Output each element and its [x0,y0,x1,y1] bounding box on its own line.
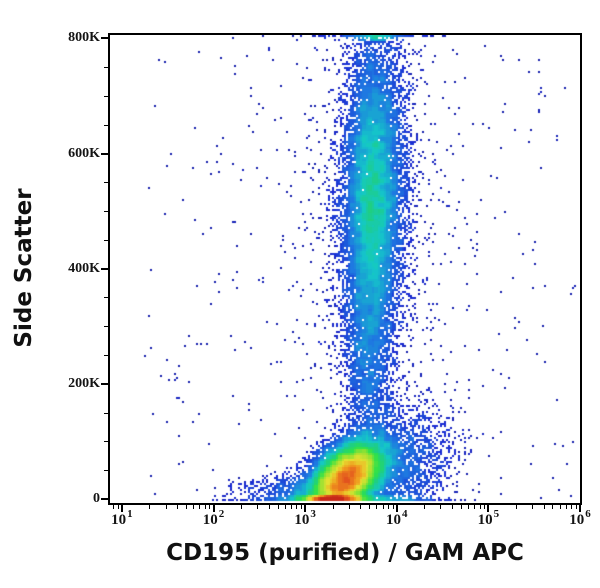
x-tick-exponent: 5 [493,508,500,520]
x-minor-tick [165,505,167,509]
y-major-tick [101,152,108,155]
y-tick-label: 200K [68,375,100,391]
x-minor-tick [348,505,350,509]
x-major-tick [487,505,490,512]
x-tick-exponent: 2 [218,508,225,520]
x-major-tick [304,505,307,512]
x-minor-tick [571,505,573,509]
x-minor-tick [387,505,389,509]
x-tick-base: 10 [111,512,127,528]
x-tick-label: 101 [111,508,133,529]
x-minor-tick [117,505,119,509]
x-minor-tick [113,505,115,509]
x-tick-base: 10 [477,512,493,528]
x-minor-tick [284,505,286,509]
x-minor-tick [296,505,298,509]
x-major-tick [395,505,398,512]
y-minor-tick [104,412,108,414]
y-tick-label: 400K [68,260,100,276]
x-minor-tick [332,505,334,509]
y-tick-label: 800K [68,30,100,46]
x-minor-tick [290,505,292,509]
y-minor-tick [104,96,108,98]
x-minor-tick [479,505,481,509]
x-minor-tick [376,505,378,509]
x-minor-tick [543,505,545,509]
x-minor-tick [424,505,426,509]
x-tick-exponent: 4 [402,508,408,520]
x-minor-tick [484,505,486,509]
x-tick-exponent: 6 [585,508,591,520]
x-tick-label: 106 [569,508,591,529]
x-minor-tick [204,505,206,509]
y-tick-label: 600K [68,145,100,161]
x-tick-label: 104 [386,508,408,529]
y-minor-tick [104,67,108,69]
x-minor-tick [575,505,577,509]
x-tick-base: 10 [569,512,585,528]
x-minor-tick [468,505,470,509]
x-minor-tick [392,505,394,509]
x-tick-base: 10 [386,512,401,528]
y-minor-tick [104,441,108,443]
x-minor-tick [552,505,554,509]
x-minor-tick [199,505,201,509]
y-minor-tick [104,326,108,328]
x-major-tick [120,505,123,512]
x-tick-label: 105 [477,508,500,529]
x-tick-exponent: 1 [127,508,133,520]
y-major-tick [101,382,108,385]
x-minor-tick [515,505,517,509]
x-tick-label: 103 [294,508,316,529]
x-minor-tick [209,505,211,509]
x-axis-label: CD195 (purified) / GAM APC [166,540,524,566]
x-minor-tick [300,505,302,509]
y-minor-tick [104,297,108,299]
x-tick-base: 10 [294,512,310,528]
y-major-tick [101,497,108,500]
x-major-tick [212,505,215,512]
x-minor-tick [559,505,561,509]
x-tick-label: 102 [202,508,225,529]
x-major-tick [579,505,581,512]
x-minor-tick [241,505,243,509]
x-minor-tick [177,505,179,509]
x-minor-tick [268,505,270,509]
y-tick-label: 0 [93,490,100,506]
y-minor-tick [104,124,108,126]
x-minor-tick [369,505,371,509]
y-minor-tick [104,211,108,213]
x-tick-base: 10 [202,512,218,528]
x-minor-tick [149,505,151,509]
x-minor-tick [382,505,384,509]
x-minor-tick [451,505,453,509]
x-minor-tick [185,505,187,509]
x-minor-tick [257,505,259,509]
y-major-tick [101,37,108,40]
x-tick-exponent: 3 [310,508,316,520]
x-minor-tick [193,505,195,509]
y-minor-tick [104,355,108,357]
y-minor-tick [104,470,108,472]
y-minor-tick [104,182,108,184]
flow-cytometry-plot [110,35,580,503]
y-major-tick [101,267,108,270]
x-minor-tick [440,505,442,509]
x-minor-tick [360,505,362,509]
y-minor-tick [104,239,108,241]
x-minor-tick [565,505,567,509]
x-minor-tick [277,505,279,509]
x-minor-tick [474,505,476,509]
x-minor-tick [460,505,462,509]
x-minor-tick [532,505,534,509]
